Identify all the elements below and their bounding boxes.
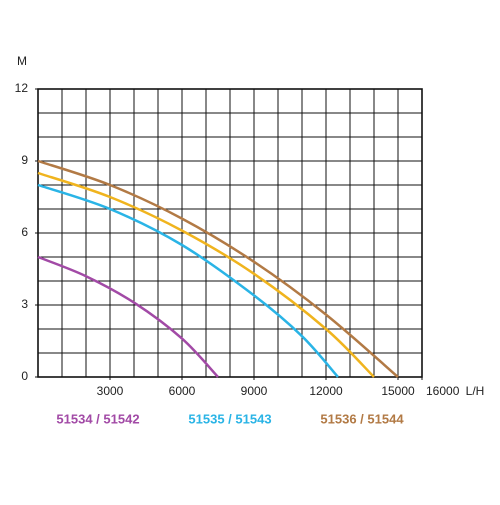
- x-tick-label: 12000: [309, 384, 343, 398]
- y-axis-label: M: [17, 54, 27, 68]
- legend-label: 51536 / 51544: [320, 411, 404, 426]
- series-line: [37, 171, 375, 378]
- legend-label: 51534 / 51542: [56, 411, 139, 426]
- series-line: [37, 183, 339, 378]
- y-tick-label: 3: [21, 297, 28, 311]
- x-tick-label: 3000: [97, 384, 124, 398]
- series-line: [37, 159, 399, 378]
- series-line: [37, 255, 219, 378]
- y-tick-label: 6: [21, 225, 28, 239]
- y-tick-label: 0: [21, 369, 28, 383]
- y-tick-label: 9: [21, 153, 28, 167]
- legend-label: 51535 / 51543: [188, 411, 271, 426]
- x-tick-label: 15000: [381, 384, 415, 398]
- x-tick-label: 6000: [169, 384, 196, 398]
- y-tick-label: 12: [15, 81, 29, 95]
- x-tick-label: 9000: [241, 384, 268, 398]
- x-tick-label: 16000: [426, 384, 460, 398]
- x-axis-label: L/H: [466, 384, 485, 398]
